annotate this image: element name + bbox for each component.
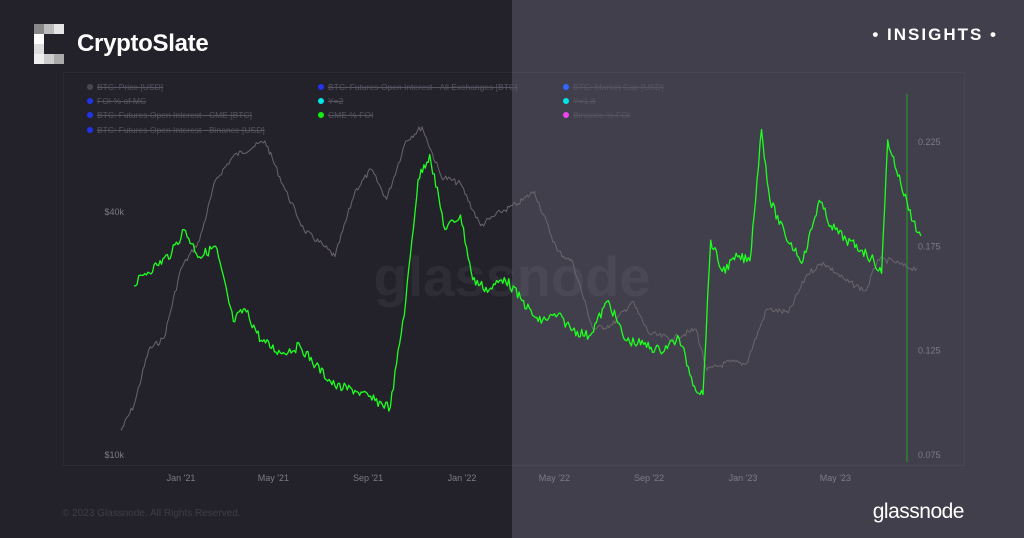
y-left-tick-label: $10k [104, 450, 124, 460]
chart-panel [63, 72, 965, 466]
btc-price-line [120, 126, 918, 431]
legend-dot-icon [87, 84, 93, 90]
legend-item[interactable]: BTC: Futures Open Interest - CME [BTC] [87, 110, 252, 120]
legend-dot-icon [87, 127, 93, 133]
x-tick-label: Sep '22 [634, 473, 664, 483]
legend-item[interactable]: BTC: Futures Open Interest - Binance [US… [87, 125, 265, 135]
legend-dot-icon [563, 112, 569, 118]
insights-tag: • INSIGHTS • [872, 25, 998, 44]
legend-label: Y=1.8 [573, 96, 596, 106]
copyright: © 2023 Glassnode. All Rights Reserved. [62, 508, 241, 519]
legend-dot-icon [318, 112, 324, 118]
cryptoslate-logo: CryptoSlate [34, 24, 209, 64]
legend-label: BTC: Futures Open Interest - CME [BTC] [97, 110, 252, 120]
legend-item[interactable]: BTC: Market Cap [USD] [563, 82, 664, 92]
legend-dot-icon [87, 98, 93, 104]
x-tick-label: May '22 [539, 473, 570, 483]
legend-label: Y=2 [328, 96, 344, 106]
y-right-tick-label: 0.125 [918, 346, 941, 356]
legend-dot-icon [87, 112, 93, 118]
legend-label: BTC: Market Cap [USD] [573, 82, 664, 92]
legend-item[interactable]: Binance % FOI [563, 110, 630, 120]
legend-item[interactable]: Y=2 [318, 96, 343, 106]
cme-foi-line [133, 128, 922, 412]
legend-label: BTC: Price [USD] [97, 82, 164, 92]
x-tick-label: May '23 [820, 473, 851, 483]
legend-item[interactable]: BTC: Futures Open Interest - All Exchang… [318, 82, 517, 92]
legend-item[interactable]: FOI % of MC [87, 96, 146, 106]
legend-dot-icon [318, 98, 324, 104]
x-tick-label: Jan '23 [729, 473, 758, 483]
legend-label: BTC: Futures Open Interest - All Exchang… [328, 82, 518, 92]
legend-label: BTC: Futures Open Interest - Binance [US… [97, 125, 265, 135]
x-tick-label: Jan '21 [167, 473, 196, 483]
legend-item[interactable]: Y=1.8 [563, 96, 595, 106]
y-right-tick-label: 0.175 [918, 241, 941, 251]
legend-label: CME % FOI [328, 110, 374, 120]
legend-dot-icon [563, 84, 569, 90]
y-right-tick-label: 0.225 [918, 137, 941, 147]
legend-dot-icon [318, 84, 324, 90]
x-tick-label: Jan '22 [448, 473, 477, 483]
y-left-tick-label: $40k [104, 207, 124, 217]
legend-label: Binance % FOI [573, 110, 631, 120]
watermark: glassnode [374, 245, 651, 308]
legend-dot-icon [563, 98, 569, 104]
legend-item[interactable]: BTC: Price [USD] [87, 82, 163, 92]
x-tick-label: May '21 [258, 473, 289, 483]
x-tick-label: Sep '21 [353, 473, 383, 483]
cryptoslate-logo-icon [34, 24, 64, 64]
brand-name: CryptoSlate [77, 30, 209, 57]
legend-label: FOI % of MC [97, 96, 147, 106]
right-background [512, 0, 1024, 538]
y-right-tick-label: 0.075 [918, 450, 941, 460]
glassnode-logo: glassnode [872, 500, 965, 523]
legend-item[interactable]: CME % FOI [318, 110, 373, 120]
